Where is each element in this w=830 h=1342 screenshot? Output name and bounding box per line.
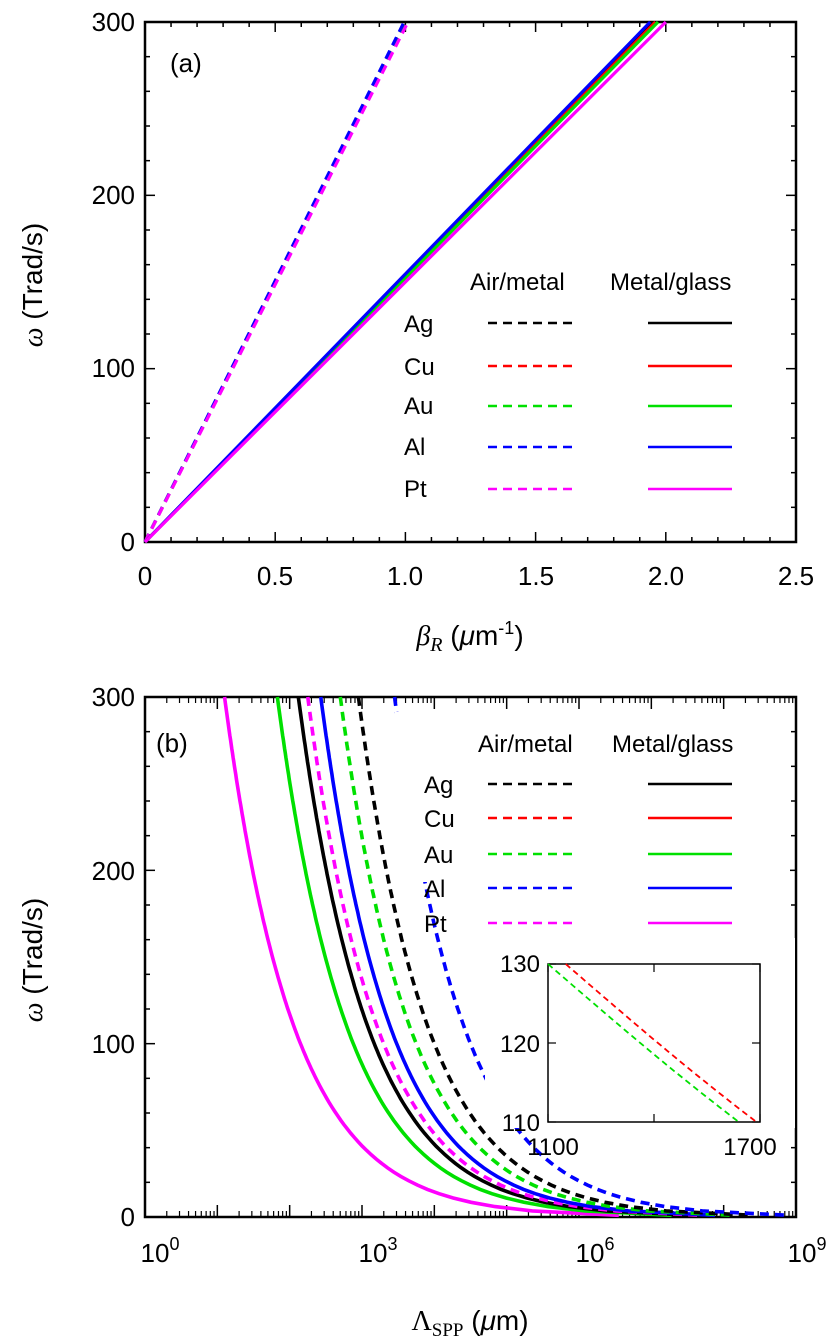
legend-label-ag: Ag: [404, 311, 433, 338]
panel-a-curves: [143, 20, 667, 544]
legend-label-al: Al: [404, 434, 425, 461]
panel-a-xtick-label: 2.0: [648, 561, 684, 591]
panel-a-xtick-label: 0.5: [257, 561, 293, 591]
panel-b-inset: 130 120 110 1100 1700: [485, 938, 795, 1161]
series-pt-air-metal: [306, 696, 702, 1218]
panel-b-ytick-label: 200: [92, 856, 135, 886]
inset-curves: [547, 963, 758, 1123]
legend-header-air-metal: Air/metal: [470, 269, 565, 296]
panel-b-ytick-label: 300: [92, 682, 135, 712]
panel-b-xtick-label: 103: [359, 1234, 398, 1268]
panel-a-legend: Air/metal Metal/glass Ag Cu Au Al Pt: [404, 269, 732, 503]
inset-ticks: [547, 963, 761, 1123]
legend-header-metal-glass: Metal/glass: [610, 269, 731, 296]
legend-header-metal-glass: Metal/glass: [612, 731, 733, 758]
panel-b-ytick-label: 0: [121, 1202, 135, 1232]
panel-a-xtick-label: 2.5: [778, 561, 814, 591]
series-al-metal-glass: [319, 696, 716, 1218]
series-ag-metal-glass: [296, 696, 693, 1218]
legend-label-al: Al: [424, 876, 445, 903]
panel-a: (a) 0 100 200 300 0 0.5 1.0 1.5 2.0 2.5 …: [17, 7, 814, 656]
series-pt-air-metal: [143, 21, 410, 543]
legend-label-cu: Cu: [424, 806, 455, 833]
panel-b-xtick-label: 109: [788, 1234, 827, 1268]
legend-label-cu: Cu: [404, 354, 435, 381]
series-al-air-metal: [143, 21, 406, 543]
legend-label-pt: Pt: [424, 911, 447, 938]
series-al-metal-glass: [143, 20, 652, 544]
panel-a-xtick-label: 1.0: [387, 561, 423, 591]
legend-header-air-metal: Air/metal: [478, 731, 573, 758]
series-pt-metal-glass: [222, 696, 619, 1218]
panel-b-curves: [222, 696, 789, 1218]
panel-a-ylabel: ω (Trad/s): [17, 223, 49, 348]
legend-label-pt: Pt: [404, 476, 427, 503]
panel-b-xlabel: ΛSPP (μm): [411, 1305, 528, 1341]
inset-series-cu-air-metal: [565, 963, 758, 1123]
panel-a-xlabel: βR (μm-1): [415, 618, 523, 656]
legend-label-au: Au: [424, 842, 453, 869]
panel-b-frame: [143, 695, 798, 1219]
panel-a-xtick-label: 0: [138, 561, 152, 591]
series-pt-metal-glass: [143, 20, 667, 544]
inset-ytick-label: 130: [500, 951, 540, 978]
panel-a-frame: [143, 20, 798, 544]
panel-b-legend: Air/metal Metal/glass Ag Cu Au Al Pt: [395, 712, 790, 938]
panel-a-ytick-label: 300: [92, 7, 135, 37]
inset-series-au-air-metal: [547, 963, 740, 1123]
legend-label-ag: Ag: [424, 772, 453, 799]
panel-a-ytick-label: 200: [92, 180, 135, 210]
panel-b: (b) 0 100 200 300 100 103 106 109 ω (Tra…: [17, 682, 826, 1341]
panel-b-ylabel: ω (Trad/s): [17, 898, 49, 1023]
panel-b-legend-lines: [488, 782, 732, 925]
panel-a-ytick-label: 0: [121, 527, 135, 557]
panel-b-xtick-label: 100: [141, 1234, 180, 1268]
inset-xtick-label: 1700: [723, 1134, 776, 1161]
panel-b-label: (b): [156, 728, 188, 758]
inset-backdrop: [485, 938, 795, 1128]
panel-a-xtick-label: 1.5: [518, 561, 554, 591]
panel-a-ytick-label: 100: [92, 353, 135, 383]
panel-a-label: (a): [170, 48, 202, 78]
inset-ytick-label: 110: [502, 1110, 540, 1137]
series-ag-air-metal: [356, 696, 753, 1218]
series-au-metal-glass: [275, 696, 672, 1218]
series-au-air-metal: [338, 696, 735, 1218]
panel-b-xtick-label: 106: [576, 1234, 615, 1268]
panel-b-ytick-label: 100: [92, 1029, 135, 1059]
legend-label-au: Au: [404, 393, 433, 420]
panel-a-legend-lines: [488, 321, 732, 491]
inset-ytick-label: 120: [500, 1031, 540, 1058]
series-al-air-metal: [392, 696, 789, 1218]
inset-xtick-label: 1100: [527, 1134, 579, 1161]
